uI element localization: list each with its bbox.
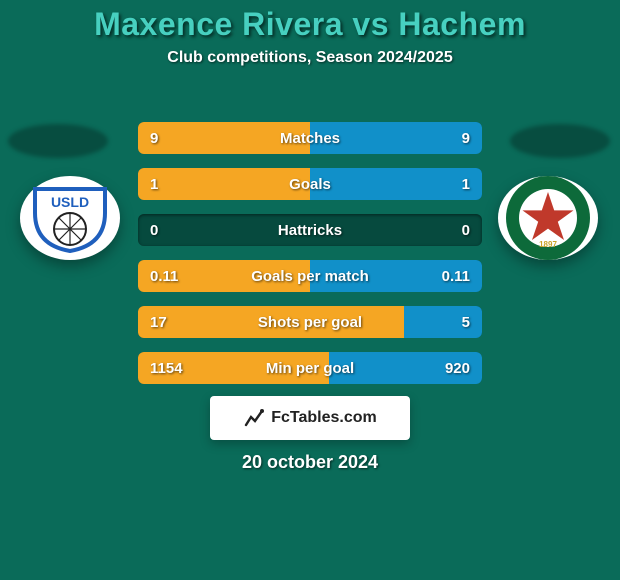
brand-logo-icon bbox=[243, 407, 265, 429]
stat-value-right: 1 bbox=[462, 168, 470, 200]
stat-row: 0.11 Goals per match 0.11 bbox=[138, 260, 482, 292]
stat-label: Matches bbox=[280, 130, 340, 147]
svg-text:USLD: USLD bbox=[51, 194, 89, 210]
stat-label: Shots per goal bbox=[258, 314, 362, 331]
stat-value-right: 5 bbox=[462, 306, 470, 338]
title: Maxence Rivera vs Hachem bbox=[0, 0, 620, 43]
stat-value-left: 1154 bbox=[150, 352, 183, 384]
brand-text: FcTables.com bbox=[271, 409, 377, 427]
stat-value-left: 17 bbox=[150, 306, 167, 338]
stat-row: 17 Shots per goal 5 bbox=[138, 306, 482, 338]
player-right-head-shadow bbox=[510, 124, 610, 158]
stat-value-right: 9 bbox=[462, 122, 470, 154]
date-text: 20 october 2024 bbox=[0, 452, 620, 473]
svg-text:1897: 1897 bbox=[539, 240, 557, 249]
player-left-head-shadow bbox=[8, 124, 108, 158]
stat-fill-left bbox=[138, 168, 310, 200]
subtitle: Club competitions, Season 2024/2025 bbox=[0, 49, 620, 67]
comparison-card: Maxence Rivera vs Hachem Club competitio… bbox=[0, 0, 620, 580]
stat-row: 1154 Min per goal 920 bbox=[138, 352, 482, 384]
stat-label: Goals per match bbox=[251, 268, 369, 285]
brand-footer: FcTables.com bbox=[210, 396, 410, 440]
stat-value-left: 9 bbox=[150, 122, 158, 154]
stats-table: 9 Matches 9 1 Goals 1 0 Hattricks 0 0.11 Goals per… bbox=[138, 122, 482, 398]
stat-value-left: 1 bbox=[150, 168, 158, 200]
stat-value-right: 920 bbox=[445, 352, 470, 384]
stat-row: 1 Goals 1 bbox=[138, 168, 482, 200]
stat-value-right: 0.11 bbox=[442, 260, 470, 292]
stat-value-left: 0 bbox=[150, 214, 158, 246]
stat-row: 0 Hattricks 0 bbox=[138, 214, 482, 246]
club-logo-left-icon: USLD bbox=[27, 183, 113, 253]
stat-label: Min per goal bbox=[266, 360, 354, 377]
club-logo-right-icon: 1897 bbox=[505, 175, 591, 261]
club-badge-left: USLD bbox=[20, 176, 120, 260]
stat-value-left: 0.11 bbox=[150, 260, 178, 292]
stat-value-right: 0 bbox=[462, 214, 470, 246]
stat-fill-right bbox=[404, 306, 482, 338]
stat-label: Hattricks bbox=[278, 222, 342, 239]
stat-fill-right bbox=[310, 168, 482, 200]
stat-row: 9 Matches 9 bbox=[138, 122, 482, 154]
stat-label: Goals bbox=[289, 176, 331, 193]
club-badge-right: 1897 bbox=[498, 176, 598, 260]
